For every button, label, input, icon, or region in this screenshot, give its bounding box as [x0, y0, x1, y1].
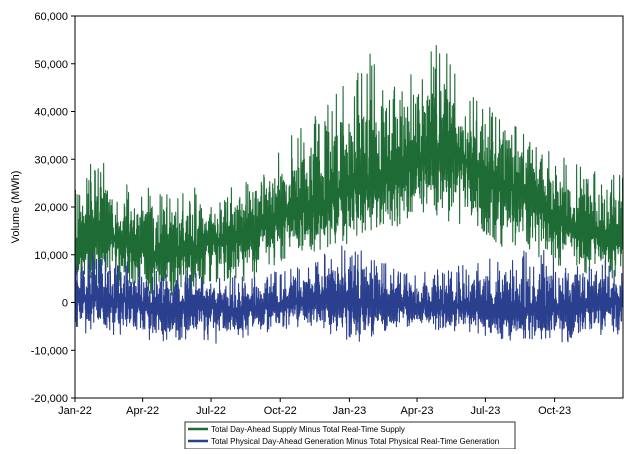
x-tick-layer: Jan-22 Apr-22 Jul-22 Oct-22 Jan-23 Apr-23 Jul-… [58, 398, 571, 417]
y-tick-label: 20,000 [34, 202, 68, 214]
y-tick-label: -10,000 [31, 345, 68, 357]
y-tick-label: 30,000 [34, 154, 68, 166]
y-tick-label: -20,000 [31, 393, 68, 405]
legend-label-supply: Total Day-Ahead Supply Minus Total Real-… [211, 425, 405, 434]
y-tick-layer: -20,000 -10,000 0 10,000 20,000 30,000 40,000 5… [31, 11, 75, 405]
y-tick-label: 40,000 [34, 107, 68, 119]
x-tick-label: Jul-23 [470, 405, 500, 417]
x-tick-label: Oct-23 [538, 405, 571, 417]
y-tick-label: 0 [62, 298, 68, 310]
legend: Total Day-Ahead Supply Minus Total Real-… [184, 421, 516, 450]
series-layer [74, 44, 624, 344]
y-tick-label: 50,000 [34, 59, 68, 71]
y-tick-label: 10,000 [34, 250, 68, 262]
x-tick-label: Apr-22 [126, 405, 159, 417]
x-tick-label: Jul-22 [196, 405, 226, 417]
x-tick-label: Apr-23 [401, 405, 434, 417]
series-line-1 [74, 245, 624, 344]
y-axis-title: Volume (MWh) [10, 171, 22, 244]
x-tick-label: Jan-23 [333, 405, 367, 417]
x-tick-label: Jan-22 [58, 405, 92, 417]
y-tick-label: 60,000 [34, 11, 68, 23]
x-tick-label: Oct-22 [264, 405, 297, 417]
series-line-0 [74, 44, 624, 296]
legend-label-generation: Total Physical Day-Ahead Generation Minu… [211, 437, 499, 446]
